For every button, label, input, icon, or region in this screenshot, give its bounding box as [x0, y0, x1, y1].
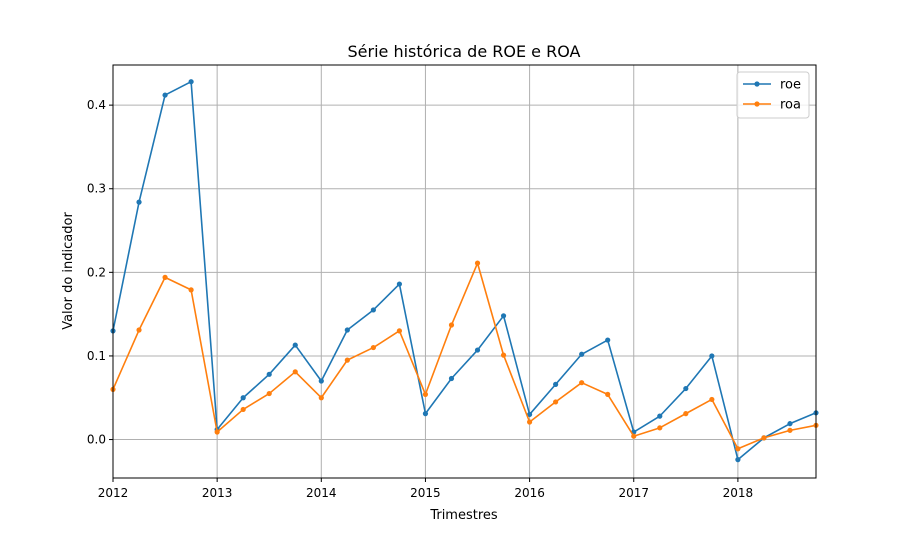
data-point-roa [526, 419, 533, 425]
x-tick-label: 2014 [306, 486, 337, 500]
data-point-roa [631, 433, 637, 439]
x-tick-label: 2013 [202, 486, 233, 500]
data-point-roe [240, 395, 246, 401]
data-point-roa [370, 344, 376, 351]
data-point-roe [292, 342, 298, 348]
legend-label-roa: roa [780, 98, 801, 113]
legend-label-roe: roe [780, 78, 801, 93]
data-point-roa [266, 390, 272, 397]
data-point-roe [318, 378, 324, 384]
data-point-roa [292, 369, 298, 375]
data-point-roa [162, 274, 168, 280]
legend-marker-roa [754, 101, 760, 107]
data-point-roa [761, 435, 767, 441]
data-point-roa [657, 425, 663, 431]
data-point-roe [579, 351, 585, 357]
data-point-roa [188, 287, 194, 293]
data-point-roa [683, 411, 689, 417]
data-point-roe [162, 92, 168, 98]
data-point-roe [396, 281, 403, 287]
data-point-roa [344, 357, 350, 363]
y-tick-label: 0.3 [87, 182, 106, 196]
data-point-roe [136, 199, 142, 205]
data-point-roe [787, 421, 793, 427]
series-line-roe [112, 80, 817, 461]
data-point-roa [605, 391, 611, 397]
data-point-roe [266, 371, 272, 377]
plot-frame [112, 64, 817, 479]
y-tick-label: 0.4 [87, 98, 106, 112]
x-axis-title: Trimestres [429, 508, 498, 523]
legend: roe roa [736, 71, 810, 119]
data-point-roe [500, 313, 507, 319]
data-point-roa [579, 380, 585, 386]
data-point-roe [553, 381, 559, 387]
series-line-roa [112, 262, 817, 450]
grid [112, 65, 816, 478]
data-point-roa [787, 427, 793, 433]
data-point-roa [709, 396, 715, 403]
data-point-roe [657, 413, 663, 419]
data-point-roa [396, 328, 403, 334]
x-tick-label: 2015 [410, 486, 441, 500]
data-point-roa [474, 260, 481, 266]
y-tick-label: 0.2 [87, 265, 106, 279]
data-point-roe [370, 307, 376, 313]
y-tick-label: 0.1 [87, 349, 106, 363]
data-point-roe [448, 375, 455, 382]
data-point-roe [605, 337, 611, 343]
data-point-roa [500, 352, 507, 358]
data-point-roe [422, 411, 429, 417]
x-tick-label: 2017 [618, 486, 649, 500]
data-point-roa [735, 446, 741, 452]
tick-layer: 2012 2013 2014 2015 2016 2017 2018 0.0 0.1 0.2 0.3… [87, 98, 753, 500]
data-point-roe [474, 347, 481, 353]
legend-marker-roe [754, 81, 760, 87]
x-tick-label: 2016 [514, 486, 545, 500]
data-point-roa [214, 429, 220, 435]
x-tick-label: 2012 [98, 486, 129, 500]
series-layer [110, 79, 819, 463]
data-point-roe [188, 79, 194, 85]
data-point-roa [422, 391, 429, 397]
data-point-roa [136, 327, 142, 333]
data-point-roe [344, 327, 350, 333]
data-point-roe [735, 457, 741, 463]
data-point-roa [448, 322, 455, 328]
data-point-roe [709, 353, 715, 359]
data-point-roa [553, 399, 559, 405]
y-axis-title: Valor do indicador [61, 212, 76, 330]
x-tick-label: 2018 [723, 486, 754, 500]
data-point-roe [526, 411, 533, 418]
data-point-roe [683, 385, 689, 392]
data-point-roa [240, 406, 246, 413]
chart-title: Série histórica de ROE e ROA [348, 42, 581, 61]
data-point-roa [318, 395, 324, 401]
y-tick-label: 0.0 [87, 433, 106, 447]
